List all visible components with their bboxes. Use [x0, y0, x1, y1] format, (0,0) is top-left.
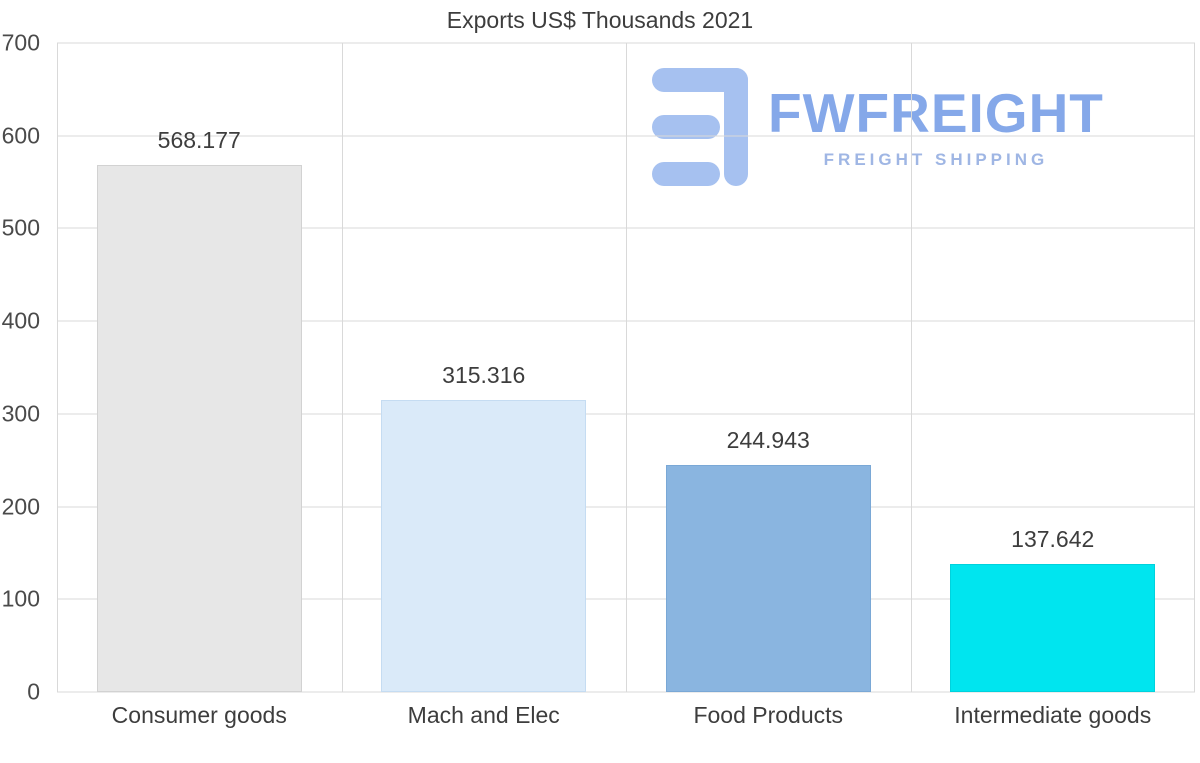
y-tick-label: 400 [1, 307, 40, 334]
y-tick-label: 0 [27, 678, 40, 705]
bar-consumer-goods [96, 165, 302, 692]
logo-text: FWFREIGHT FREIGHT SHIPPING [768, 86, 1104, 170]
chart-title: Exports US$ Thousands 2021 [446, 7, 754, 33]
gridline-vertical [341, 43, 343, 692]
y-tick-label: 100 [1, 585, 40, 612]
bar-food-products [665, 464, 871, 692]
bar-value-label: 137.642 [1011, 526, 1095, 553]
bar-value-label: 568.177 [157, 127, 241, 154]
y-tick-label: 300 [1, 400, 40, 427]
freight-logo-icon [652, 68, 748, 186]
logo: FWFREIGHT FREIGHT SHIPPING [650, 66, 1104, 188]
bar-value-label: 244.943 [726, 426, 810, 453]
gridline-vertical [626, 43, 627, 692]
x-tick-label: Consumer goods [111, 702, 287, 728]
bar-mach-and-elec [381, 399, 587, 692]
logo-name: FWFREIGHT [768, 82, 1104, 144]
x-axis: Consumer goods Mach and Elec Food Products… [57, 696, 1195, 736]
plot-area: 568.177 315.316 244.943 137.642 [57, 42, 1195, 693]
y-axis: 0 100 200 300 400 500 600 700 [0, 31, 48, 703]
x-tick-label: Mach and Elec [407, 702, 560, 728]
bar-value-label: 315.316 [442, 361, 526, 388]
gridline-horizontal [57, 691, 1195, 693]
x-tick-label: Food Products [693, 702, 844, 728]
gridline-vertical [57, 43, 58, 692]
y-tick-label: 200 [1, 493, 40, 520]
bar-intermediate-goods [950, 564, 1156, 692]
y-tick-label: 600 [1, 122, 40, 149]
logo-tagline: FREIGHT SHIPPING [823, 150, 1049, 169]
gridline-vertical [910, 43, 912, 692]
gridline-vertical [1194, 43, 1195, 692]
y-tick-label: 500 [1, 214, 40, 241]
x-tick-label: Intermediate goods [954, 702, 1152, 728]
y-tick-label: 700 [1, 29, 40, 56]
